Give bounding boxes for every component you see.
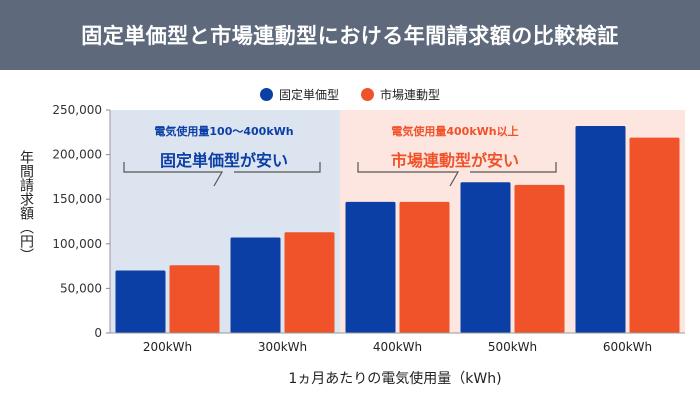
- legend-dot-fixed: [259, 88, 273, 101]
- bar-market: [629, 137, 680, 333]
- right-annotation: 電気使用量400kWh以上 市場連動型が安い: [340, 123, 570, 171]
- right-annotation-main: 市場連動型が安い: [390, 151, 519, 170]
- legend-label-market: 市場連動型: [380, 88, 441, 102]
- left-annotation: 電気使用量100〜400kWh 固定単価型が安い: [110, 123, 338, 171]
- legend-label-fixed: 固定単価型: [278, 88, 339, 102]
- bar-fixed: [115, 270, 166, 333]
- y-tick-label: 0: [94, 326, 102, 340]
- right-annotation-sub: 電気使用量400kWh以上: [391, 125, 519, 138]
- bar-fixed: [345, 201, 396, 333]
- x-tick-label: 200kWh: [143, 340, 192, 354]
- y-tick-label: 150,000: [52, 192, 102, 206]
- legend-item-fixed: 固定単価型: [259, 86, 339, 103]
- header-bar: 固定単価型と市場連動型における年間請求額の比較検証: [0, 0, 700, 70]
- left-bracket: [123, 162, 321, 187]
- x-tick-label: 600kWh: [603, 340, 652, 354]
- y-axis-label: 年間請求額（円）: [18, 150, 34, 262]
- bar-fixed: [575, 126, 626, 333]
- bar-fixed: [460, 182, 511, 333]
- page-title: 固定単価型と市場連動型における年間請求額の比較検証: [81, 24, 619, 48]
- y-tick-label: 100,000: [52, 237, 102, 251]
- x-tick-label: 400kWh: [373, 340, 422, 354]
- chart-legend: 固定単価型 市場連動型: [0, 86, 700, 103]
- x-tick-label: 300kWh: [258, 340, 307, 354]
- y-tick-label: 50,000: [60, 281, 102, 295]
- bar-market: [284, 232, 335, 333]
- bar-market: [399, 201, 450, 333]
- left-annotation-main: 固定単価型が安い: [159, 151, 288, 170]
- legend-item-market: 市場連動型: [361, 86, 440, 103]
- y-tick-label: 250,000: [52, 103, 102, 117]
- x-tick-label: 500kWh: [488, 340, 537, 354]
- region-market-cheaper: [340, 110, 685, 333]
- left-annotation-sub: 電気使用量100〜400kWh: [154, 125, 294, 138]
- bar-market: [514, 184, 565, 333]
- y-tick-label: 200,000: [52, 148, 102, 162]
- right-bracket: [357, 162, 557, 187]
- bar-market: [169, 265, 220, 333]
- bar-fixed: [230, 237, 281, 333]
- legend-dot-market: [361, 88, 374, 101]
- x-axis-label: 1ヵ月あたりの電気使用量（kWh): [288, 371, 502, 387]
